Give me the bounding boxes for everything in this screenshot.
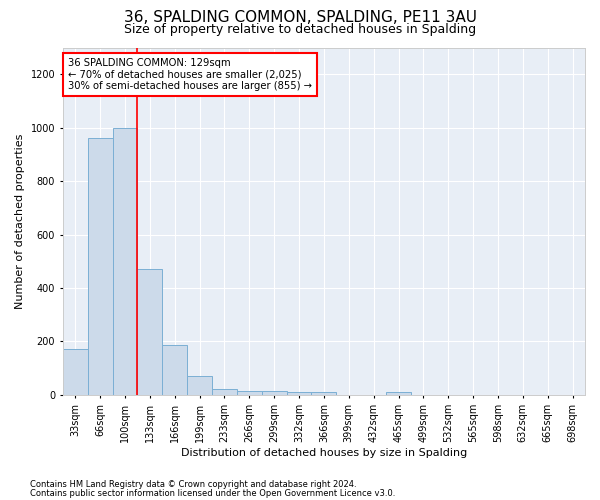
Bar [212,389,237,395]
Bar [386,392,411,395]
Bar [187,376,212,395]
Text: 36 SPALDING COMMON: 129sqm
← 70% of detached houses are smaller (2,025)
30% of s: 36 SPALDING COMMON: 129sqm ← 70% of deta… [68,58,312,91]
Bar [63,350,88,395]
Bar [237,391,262,395]
Bar [287,392,311,395]
Bar [162,346,187,395]
Text: 36, SPALDING COMMON, SPALDING, PE11 3AU: 36, SPALDING COMMON, SPALDING, PE11 3AU [124,10,476,25]
Bar [113,128,137,395]
Bar [88,138,113,395]
Text: Size of property relative to detached houses in Spalding: Size of property relative to detached ho… [124,22,476,36]
Y-axis label: Number of detached properties: Number of detached properties [15,134,25,309]
Bar [137,270,162,395]
X-axis label: Distribution of detached houses by size in Spalding: Distribution of detached houses by size … [181,448,467,458]
Text: Contains HM Land Registry data © Crown copyright and database right 2024.: Contains HM Land Registry data © Crown c… [30,480,356,489]
Bar [311,392,337,395]
Text: Contains public sector information licensed under the Open Government Licence v3: Contains public sector information licen… [30,490,395,498]
Bar [262,391,287,395]
